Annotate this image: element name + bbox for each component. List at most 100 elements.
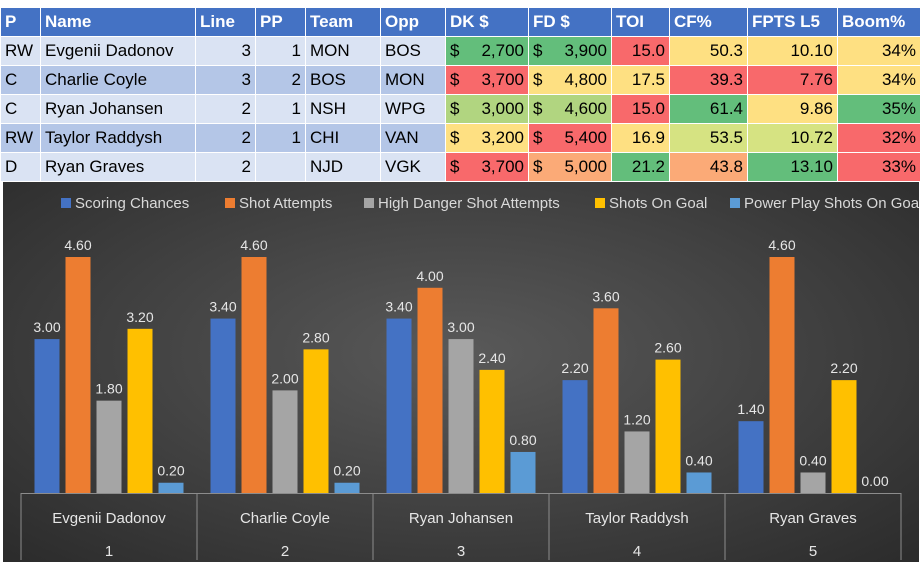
data-label: 0.00: [861, 473, 888, 489]
category-index: 1: [105, 543, 113, 560]
data-label: 3.00: [33, 319, 60, 335]
category-label: Ryan Graves: [769, 510, 857, 527]
bar: [334, 482, 360, 493]
cell-name: Ryan Johansen: [40, 94, 196, 124]
cell-line: 3: [195, 36, 256, 66]
bar: [386, 318, 412, 493]
header-name: Name: [40, 7, 196, 37]
cell-fpts: 10.72: [747, 123, 838, 153]
cell-name: Evgenii Dadonov: [40, 36, 196, 66]
cell-dk-value: 3,700: [481, 70, 524, 89]
currency-symbol: $: [450, 99, 460, 118]
cell-fd: $4,800: [528, 65, 612, 95]
bar: [96, 400, 122, 493]
cell-team: CHI: [305, 123, 381, 153]
legend-label: Shot Attempts: [239, 195, 332, 212]
cell-name: Charlie Coyle: [40, 65, 196, 95]
legend-swatch: [364, 198, 374, 208]
cell-fd: $3,900: [528, 36, 612, 66]
cell-pp: [255, 152, 306, 182]
cell-toi: 16.9: [611, 123, 670, 153]
data-label: 1.20: [623, 411, 650, 427]
currency-symbol: $: [450, 157, 460, 176]
data-label: 2.20: [561, 360, 588, 376]
currency-symbol: $: [450, 128, 460, 147]
cell-opp: VAN: [380, 123, 446, 153]
cell-cf: 61.4: [669, 94, 748, 124]
header-boom: Boom%: [837, 7, 921, 37]
cell-fpts: 10.10: [747, 36, 838, 66]
table-row: D Ryan Graves 2 NJD VGK $3,700 $5,000 21.2 43.8 1…: [0, 152, 921, 182]
data-label: 2.80: [302, 329, 329, 345]
cell-opp: WPG: [380, 94, 446, 124]
cell-opp: VGK: [380, 152, 446, 182]
cell-pp: 2: [255, 65, 306, 95]
cell-line: 3: [195, 65, 256, 95]
header-cf: CF%: [669, 7, 748, 37]
cell-dk: $3,700: [445, 152, 529, 182]
cell-p: RW: [0, 36, 41, 66]
cell-team: MON: [305, 36, 381, 66]
cell-boom: 35%: [837, 94, 921, 124]
cell-opp: BOS: [380, 36, 446, 66]
bar: [158, 482, 184, 493]
bar: [479, 369, 505, 493]
data-label: 2.00: [271, 370, 298, 386]
table-row: RW Evgenii Dadonov 3 1 MON BOS $2,700 $3,900 15.…: [0, 36, 921, 66]
table-row: C Ryan Johansen 2 1 NSH WPG $3,000 $4,600 15.0 61…: [0, 94, 921, 124]
bar: [34, 339, 60, 493]
data-label: 3.40: [209, 299, 236, 315]
bar: [303, 349, 329, 493]
cell-name: Taylor Raddysh: [40, 123, 196, 153]
data-label: 3.60: [592, 288, 619, 304]
legend-label: Power Play Shots On Goal: [744, 195, 919, 212]
data-label: 2.20: [830, 360, 857, 376]
bar: [210, 318, 236, 493]
currency-symbol: $: [533, 157, 543, 176]
cell-cf: 43.8: [669, 152, 748, 182]
cell-boom: 34%: [837, 36, 921, 66]
currency-symbol: $: [533, 70, 543, 89]
currency-symbol: $: [533, 128, 543, 147]
cell-dk: $2,700: [445, 36, 529, 66]
legend-swatch: [61, 198, 71, 208]
table-header-row: P Name Line PP Team Opp DK $ FD $ TOI CF…: [0, 7, 921, 37]
cell-fd: $4,600: [528, 94, 612, 124]
bar: [624, 431, 650, 493]
category-index: 2: [281, 543, 289, 560]
cell-cf: 50.3: [669, 36, 748, 66]
currency-symbol: $: [533, 99, 543, 118]
currency-symbol: $: [450, 41, 460, 60]
header-pp: PP: [255, 7, 306, 37]
cell-fd-value: 5,000: [564, 157, 607, 176]
cell-p: C: [0, 94, 41, 124]
bar: [800, 472, 826, 493]
cell-dk-value: 2,700: [481, 41, 524, 60]
bar-chart: Scoring Chances Shot Attempts High Danger …: [20, 195, 919, 560]
cell-pp: 1: [255, 36, 306, 66]
cell-boom: 33%: [837, 152, 921, 182]
legend-label: Scoring Chances: [75, 195, 189, 212]
legend-swatch: [595, 198, 605, 208]
cell-boom: 32%: [837, 123, 921, 153]
cell-cf: 53.5: [669, 123, 748, 153]
cell-toi: 21.2: [611, 152, 670, 182]
bar: [686, 472, 712, 493]
bar: [655, 359, 681, 493]
cell-dk-value: 3,700: [481, 157, 524, 176]
currency-symbol: $: [533, 41, 543, 60]
category-label: Charlie Coyle: [240, 510, 330, 527]
cell-fd: $5,400: [528, 123, 612, 153]
data-label: 4.60: [240, 237, 267, 253]
chart-panel: Scoring Chances Shot Attempts High Danger …: [3, 182, 919, 562]
header-p: P: [0, 7, 41, 37]
data-label: 1.40: [737, 401, 764, 417]
category-index: 4: [633, 543, 641, 560]
bar: [562, 380, 588, 493]
cell-team: BOS: [305, 65, 381, 95]
cell-line: 2: [195, 123, 256, 153]
cell-dk: $3,000: [445, 94, 529, 124]
currency-symbol: $: [450, 70, 460, 89]
data-label: 4.60: [64, 237, 91, 253]
cell-fd-value: 4,800: [564, 70, 607, 89]
